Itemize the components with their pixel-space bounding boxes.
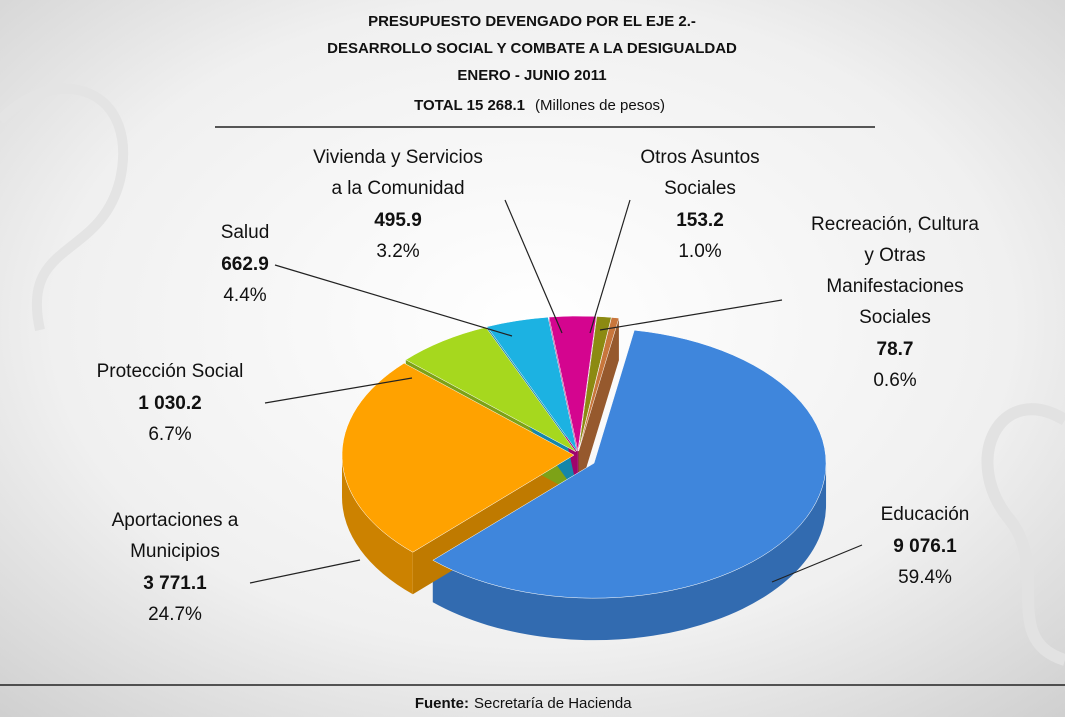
total: TOTAL 15 268.1 [414, 97, 525, 114]
category-label: Salud [221, 222, 270, 243]
value-label: 1 030.2 [138, 393, 201, 414]
category-label: Sociales [859, 307, 931, 328]
value-label: 78.7 [877, 339, 914, 360]
value-label: 495.9 [374, 210, 422, 231]
category-label: Aportaciones a [112, 510, 239, 531]
percent-label: 1.0% [678, 241, 721, 262]
value-label: 3 771.1 [143, 573, 207, 594]
percent-label: 59.4% [898, 567, 952, 588]
percent-label: 6.7% [148, 424, 191, 445]
category-label: Recreación, Cultura [811, 214, 979, 235]
value-label: 9 076.1 [893, 536, 957, 557]
category-label: Sociales [664, 178, 736, 199]
percent-label: 4.4% [223, 285, 266, 306]
category-label: Otros Asuntos [640, 147, 759, 168]
title-line: DESARROLLO SOCIAL Y COMBATE A LA DESIGUA… [327, 40, 737, 57]
value-label: 153.2 [676, 210, 724, 231]
category-label: a la Comunidad [331, 178, 464, 199]
category-label: Vivienda y Servicios [313, 147, 483, 168]
title-line: PRESUPUESTO DEVENGADO POR EL EJE 2.- [368, 13, 696, 30]
chart: PRESUPUESTO DEVENGADO POR EL EJE 2.- DES… [0, 0, 1065, 717]
category-label: Municipios [130, 541, 220, 562]
category-label: y Otras [864, 245, 925, 266]
category-label: Manifestaciones [826, 276, 963, 297]
percent-label: 3.2% [376, 241, 419, 262]
value-label: 662.9 [221, 254, 269, 275]
percent-label: 24.7% [148, 604, 202, 625]
source: Secretaría de Hacienda [474, 695, 632, 712]
category-label: Educación [881, 504, 970, 525]
percent-label: 0.6% [873, 370, 916, 391]
source-label: Fuente: [415, 695, 469, 712]
title-line: ENERO - JUNIO 2011 [457, 67, 606, 84]
unit-note: (Millones de pesos) [535, 97, 665, 114]
category-label: Protección Social [97, 361, 244, 382]
